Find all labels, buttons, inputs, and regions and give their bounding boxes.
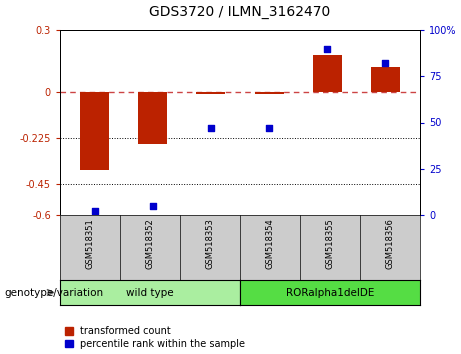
Point bbox=[324, 46, 331, 51]
Text: wild type: wild type bbox=[126, 287, 174, 297]
Text: GDS3720 / ILMN_3162470: GDS3720 / ILMN_3162470 bbox=[149, 5, 331, 19]
Point bbox=[91, 209, 99, 214]
Text: GSM518354: GSM518354 bbox=[266, 218, 274, 269]
Legend: transformed count, percentile rank within the sample: transformed count, percentile rank withi… bbox=[65, 326, 245, 349]
Text: GSM518355: GSM518355 bbox=[325, 218, 335, 269]
Text: GSM518353: GSM518353 bbox=[206, 218, 214, 269]
Bar bbox=[196, 92, 225, 94]
Point bbox=[207, 125, 215, 131]
Text: genotype/variation: genotype/variation bbox=[5, 287, 104, 297]
Text: GSM518356: GSM518356 bbox=[385, 218, 395, 269]
Bar bbox=[371, 67, 400, 92]
Text: GSM518352: GSM518352 bbox=[146, 218, 154, 269]
Bar bbox=[138, 92, 167, 144]
Point bbox=[149, 203, 157, 209]
Bar bbox=[80, 92, 109, 170]
Bar bbox=[254, 92, 284, 94]
Text: GSM518351: GSM518351 bbox=[85, 218, 95, 269]
Text: RORalpha1delDE: RORalpha1delDE bbox=[286, 287, 374, 297]
Point bbox=[266, 125, 273, 131]
Point bbox=[381, 61, 389, 66]
Bar bbox=[313, 55, 342, 92]
